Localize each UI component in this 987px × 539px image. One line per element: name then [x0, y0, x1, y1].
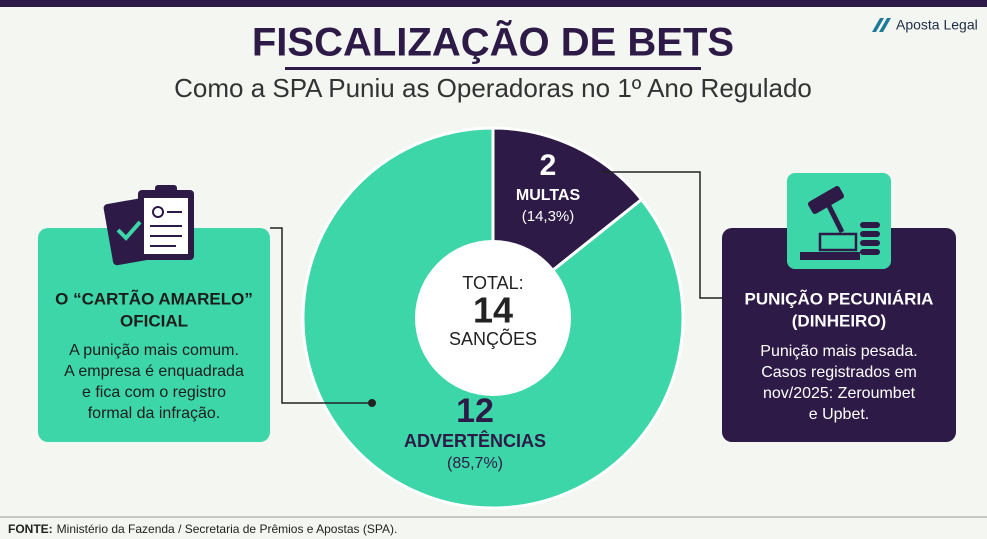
donut-hole [415, 240, 571, 396]
card-text: nov/2025: Zeroumbet [763, 385, 916, 402]
total-label: TOTAL: [462, 273, 523, 293]
clipboard-icon [103, 185, 194, 266]
card-title: O “CARTÃO AMARELO” [55, 288, 253, 308]
title-underline [285, 67, 701, 70]
category-label: MULTAS [516, 187, 581, 204]
gavel-icon [787, 173, 891, 269]
card-title: OFICIAL [120, 311, 188, 330]
connector [600, 171, 722, 299]
card-text: Punição mais pesada. [760, 343, 917, 360]
connector-dot [368, 399, 376, 407]
percent-label: (14,3%) [522, 208, 575, 225]
source-label: FONTE: [8, 522, 53, 536]
value-label: 2 [540, 149, 557, 182]
value-label: 12 [456, 392, 494, 430]
chart-title: FISCALIZAÇÃO DE BETS [252, 19, 734, 65]
card-text: e fica com o registro [82, 384, 226, 401]
card-text: e Upbet. [809, 406, 869, 423]
source-text: Ministério da Fazenda / Secretaria de Pr… [57, 522, 398, 536]
card-text: Casos registrados em [761, 364, 917, 381]
right-card [722, 228, 956, 442]
card-text: A empresa é enquadrada [64, 363, 244, 380]
source: FONTE: Ministério da Fazenda / Secretaria… [8, 522, 397, 536]
card-title: (DINHEIRO) [792, 311, 886, 330]
left-card [38, 228, 270, 442]
connector [270, 227, 372, 404]
card-text: formal da infração. [88, 405, 221, 422]
brand: Aposta Legal [896, 17, 978, 33]
card-text: A punição mais comum. [69, 342, 239, 359]
percent-label: (85,7%) [447, 455, 503, 472]
brand-logo [872, 18, 891, 32]
total-value: 14 [473, 290, 513, 331]
chart-subtitle: Como a SPA Puniu as Operadoras no 1º Ano… [174, 73, 812, 103]
total-unit: SANÇÕES [449, 328, 537, 349]
category-label: ADVERTÊNCIAS [404, 430, 546, 451]
card-title: PUNIÇÃO PECUNIÁRIA [745, 288, 934, 308]
top-bar [0, 0, 987, 7]
